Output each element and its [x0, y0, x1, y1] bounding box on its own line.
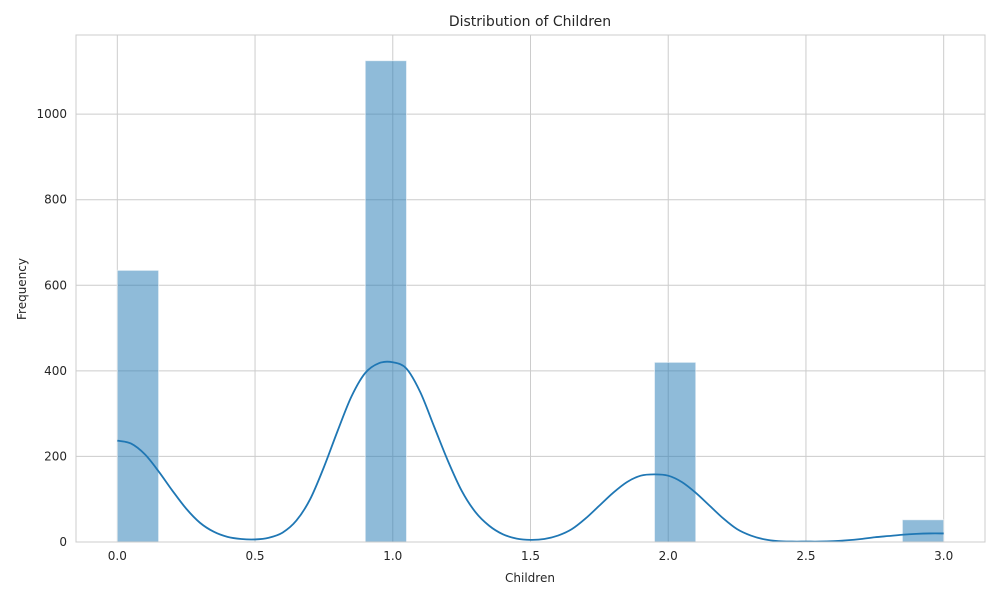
y-tick-label: 1000: [36, 107, 67, 121]
y-tick-label: 800: [44, 193, 67, 207]
x-tick-label: 1.5: [521, 549, 540, 563]
y-tick-label: 600: [44, 278, 67, 292]
grid: [76, 35, 985, 543]
y-tick-label: 0: [59, 535, 67, 549]
y-axis-label: Frequency: [15, 258, 29, 320]
x-tick-label: 1.0: [383, 549, 402, 563]
y-tick-label: 400: [44, 364, 67, 378]
x-axis-label: Children: [505, 571, 555, 585]
x-tick-label: 2.5: [796, 549, 815, 563]
histogram-bar: [116, 269, 160, 543]
x-tick-label: 3.0: [934, 549, 953, 563]
y-tick-label: 200: [44, 449, 67, 463]
histogram-bar: [901, 519, 945, 543]
axes: 0.0 0.5 1.0 1.5 2.0 2.5 3.0 0 200 400 600 800 1000: [36, 34, 986, 563]
histogram-bars: [116, 60, 945, 543]
x-tick-label: 0.5: [245, 549, 264, 563]
x-tick-label: 2.0: [659, 549, 678, 563]
x-tick-label: 0.0: [108, 549, 127, 563]
plot-frame: [75, 34, 986, 543]
histogram-bar: [653, 361, 697, 543]
histogram-bar: [364, 60, 408, 543]
chart-title: Distribution of Children: [449, 14, 611, 30]
